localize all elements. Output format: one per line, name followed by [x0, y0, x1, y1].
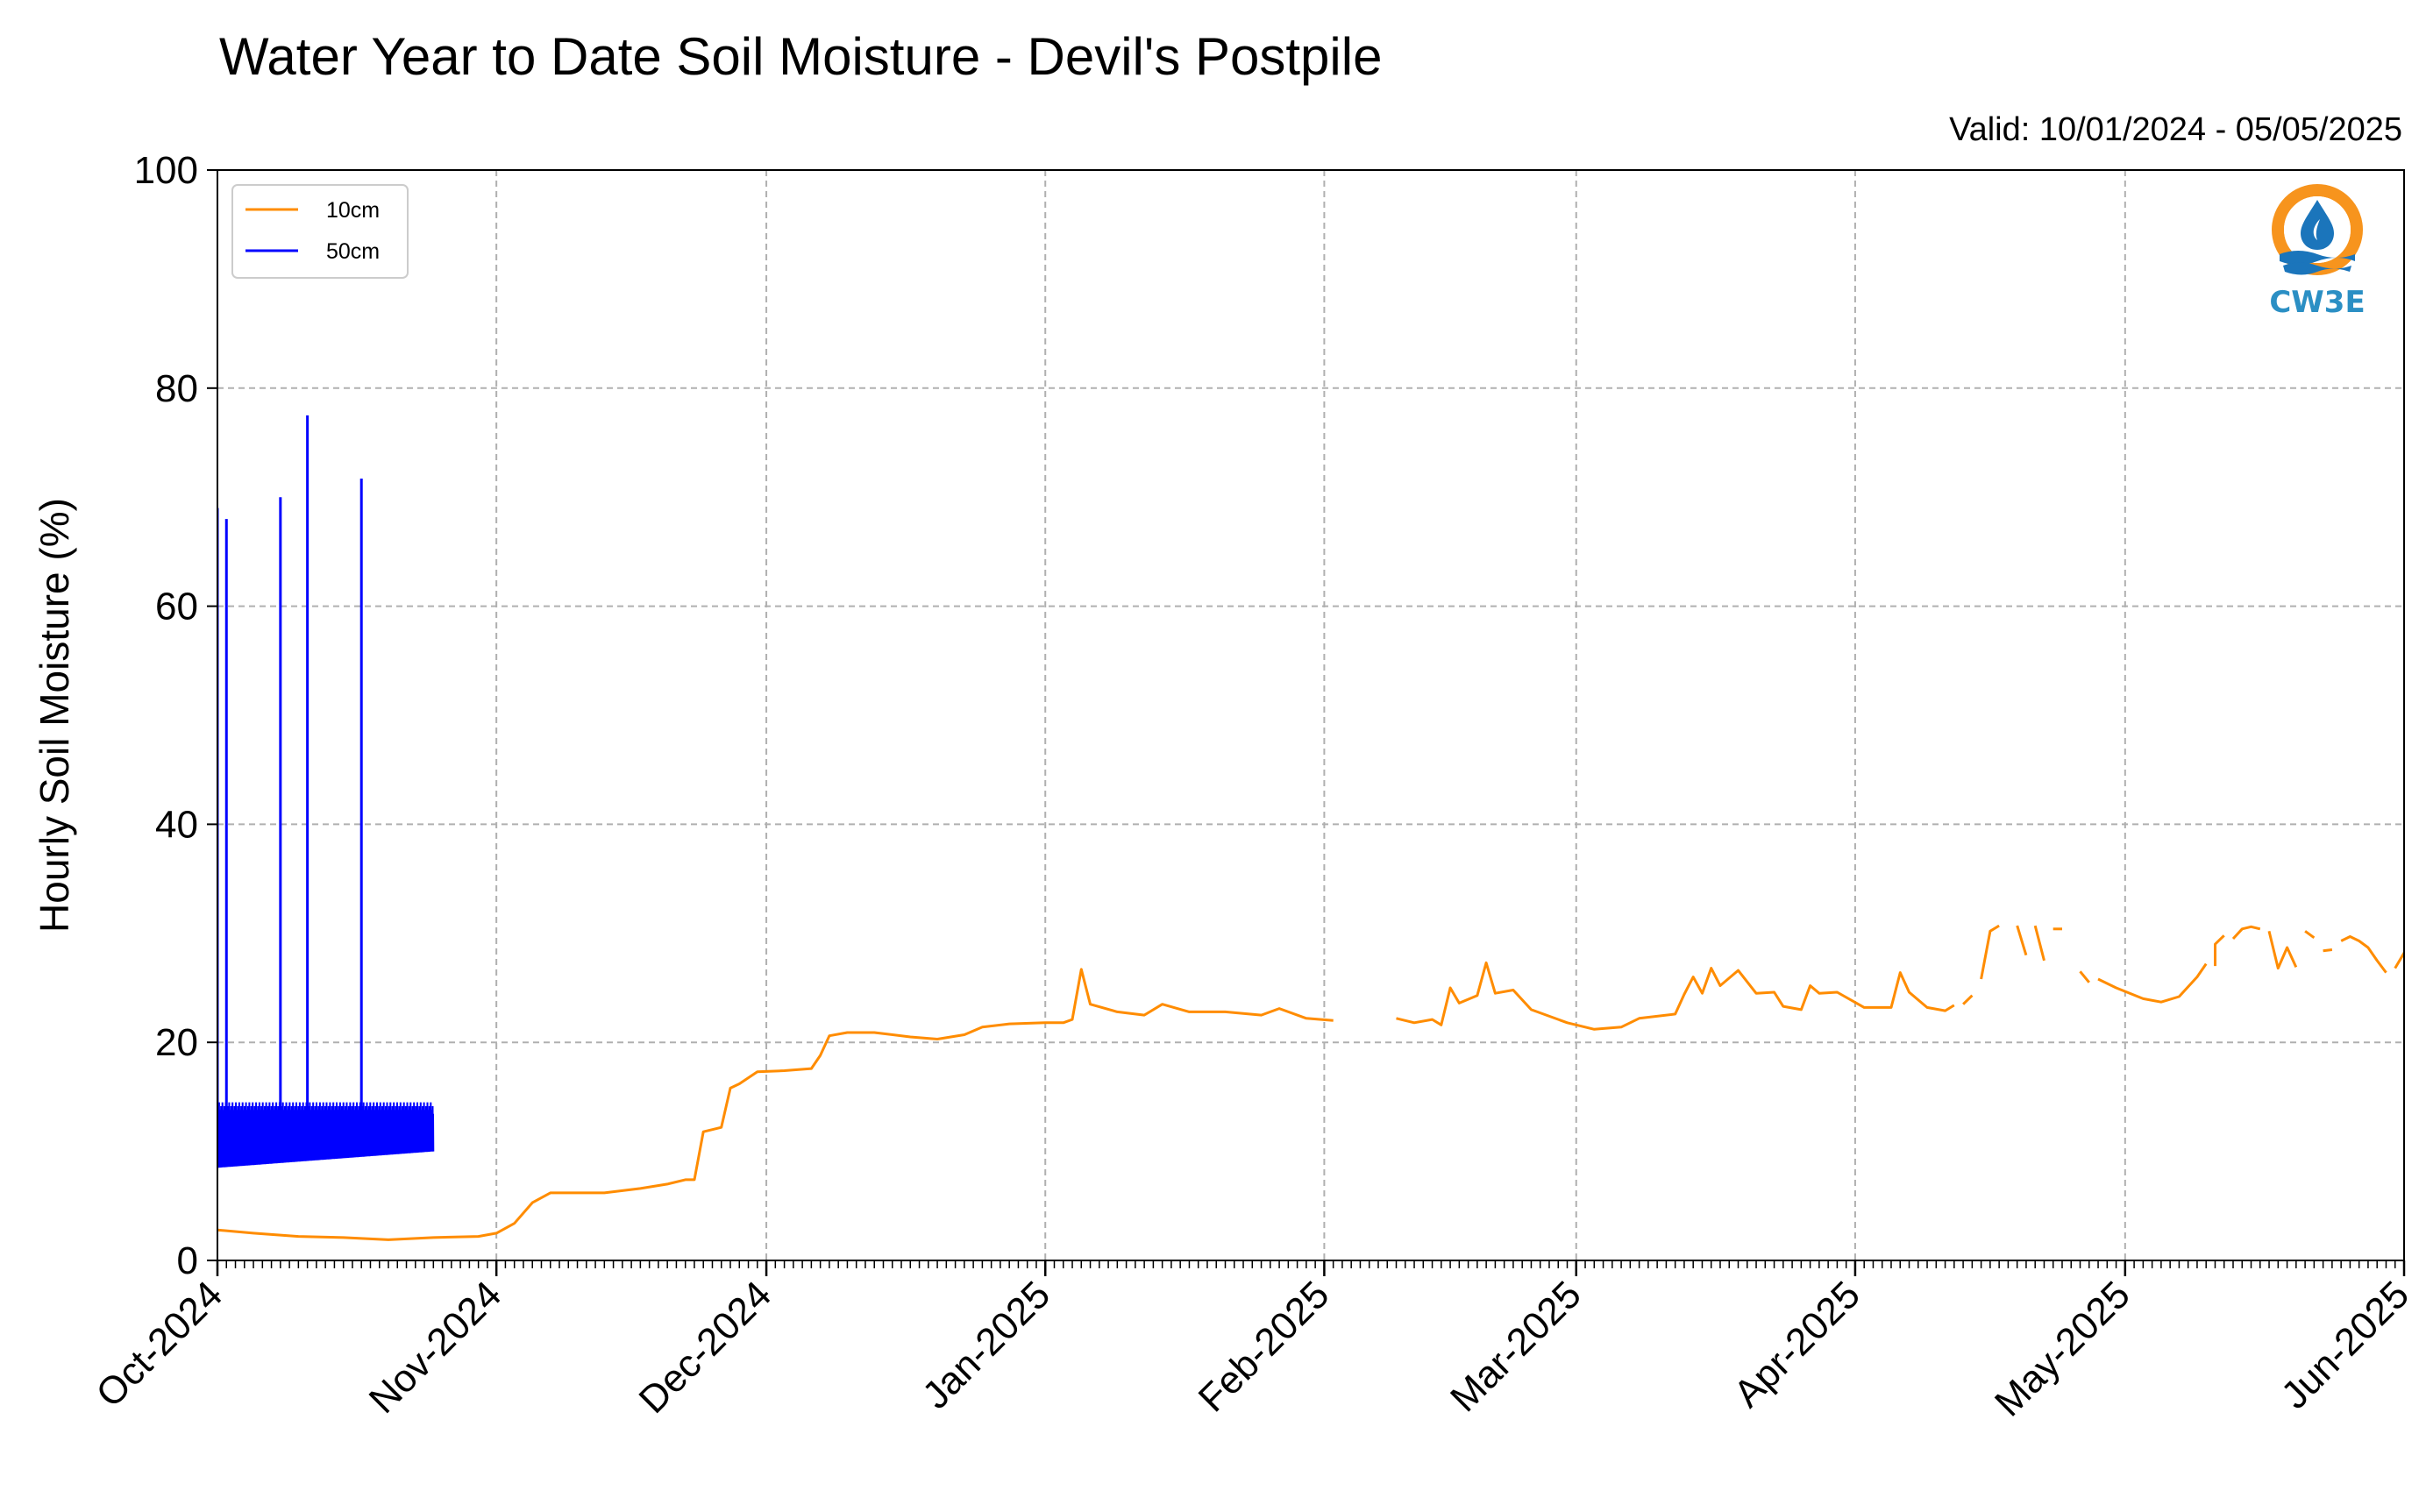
x-tick-label: Apr-2025: [1725, 1273, 1868, 1416]
y-tick-label: 60: [155, 586, 198, 628]
x-tick-label: Mar-2025: [1442, 1273, 1590, 1420]
x-tick-label: Dec-2024: [631, 1273, 780, 1422]
cw3e-logo: CW3E: [2269, 184, 2366, 320]
series-line-10cm: [1962, 994, 1974, 1005]
y-tick-label: 100: [134, 149, 198, 192]
series-line-10cm: [2016, 925, 2028, 956]
x-tick-label: May-2025: [1987, 1273, 2138, 1424]
y-tick-label: 20: [155, 1021, 198, 1064]
legend-label-50cm: 50cm: [326, 239, 380, 264]
series-line-10cm: [2267, 930, 2298, 970]
grid-lines: [217, 170, 2404, 1260]
series-group: [217, 290, 2426, 1241]
series-line-50cm: [217, 1102, 435, 1168]
legend-box: [231, 184, 409, 279]
x-tick-label: Oct-2024: [88, 1273, 231, 1416]
y-tick-label: 0: [177, 1239, 198, 1282]
y-tick-label: 80: [155, 367, 198, 410]
wave-icon: [2283, 262, 2351, 275]
x-tick-label: Jun-2025: [2273, 1273, 2417, 1416]
y-tick-label: 40: [155, 803, 198, 846]
x-tick-labels: Oct-2024 Nov-2024 Dec-2024 Jan-2025 Feb-2025…: [88, 1273, 2417, 1424]
series-line-10cm: [2214, 934, 2225, 967]
x-tick-label: Feb-2025: [1191, 1273, 1338, 1420]
series-line-10cm: [2323, 948, 2333, 953]
y-axis-label: Hourly Soil Moisture (%): [32, 498, 77, 933]
series-line-10cm: [2033, 925, 2045, 962]
series-line-10cm: [2340, 935, 2387, 974]
series-line-10cm: [2304, 930, 2316, 940]
axis-ticks: [207, 169, 2406, 1276]
series-line-10cm: [2394, 949, 2404, 969]
series-line-10cm: [2231, 925, 2261, 941]
legend-label-10cm: 10cm: [326, 198, 380, 223]
series-line-10cm: [217, 968, 1334, 1241]
chart-subtitle: Valid: 10/01/2024 - 05/05/2025: [1949, 111, 2402, 148]
drop-highlight-icon: [2313, 219, 2320, 240]
legend: 10cm 50cm: [231, 184, 409, 279]
logo-label: CW3E: [2269, 285, 2365, 320]
x-tick-label: Nov-2024: [361, 1273, 510, 1422]
x-tick-label: Jan-2025: [914, 1273, 1058, 1416]
series-line-10cm: [2097, 962, 2208, 1004]
series-line-10cm: [2079, 970, 2090, 983]
plot-frame: [217, 169, 2405, 1261]
series-line-10cm: [1396, 961, 1955, 1031]
wave-icon: [2280, 251, 2355, 265]
series-line-10cm: [1980, 924, 2000, 980]
y-tick-labels: 0 20 40 60 80 100: [134, 149, 198, 1282]
chart-title: Water Year to Date Soil Moisture - Devil…: [219, 27, 1382, 86]
series-line-50cm-late: [2422, 290, 2426, 530]
